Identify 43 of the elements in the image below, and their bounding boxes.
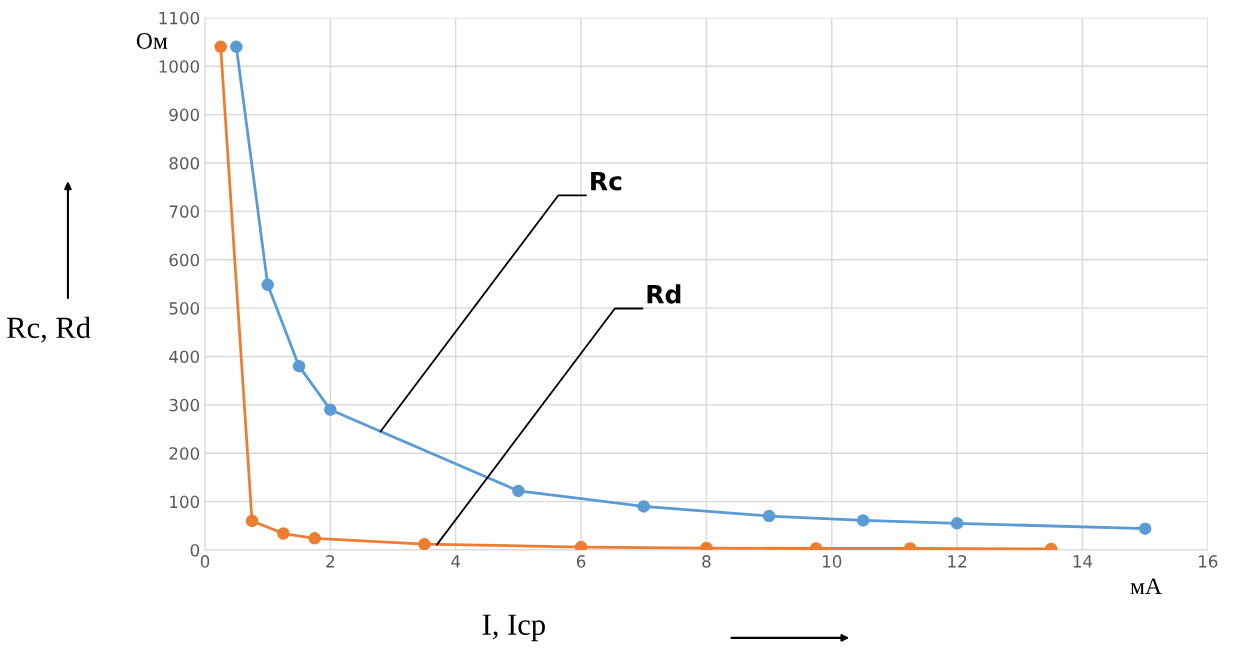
y-tick-label: 100	[170, 495, 200, 509]
x-tick-label: 14	[1073, 555, 1093, 568]
point	[308, 532, 321, 545]
x-tick-label: 0	[200, 555, 210, 568]
point	[277, 527, 290, 540]
y-tick-label: 300	[169, 398, 200, 412]
y-tick-label: 600	[169, 253, 200, 267]
point	[1138, 522, 1152, 535]
y-tick-label: 1000	[159, 60, 200, 73]
point	[230, 40, 243, 54]
point	[418, 537, 431, 550]
x-tick-label: 16	[1199, 555, 1218, 568]
point	[950, 517, 964, 530]
y-tick-label: 700	[169, 205, 200, 218]
point	[574, 540, 588, 550]
x-tick-label: 2	[326, 555, 334, 568]
y-tick-label: 1100	[159, 11, 200, 25]
point	[637, 500, 650, 513]
y-tick-label: 200	[169, 447, 200, 460]
point	[245, 514, 259, 528]
annotation: Rd	[647, 284, 681, 304]
x-tick-label: 6	[576, 555, 586, 568]
y-tick-label: 400	[169, 350, 200, 364]
text: мА	[1130, 578, 1162, 594]
point	[214, 40, 227, 54]
y-tick-label: 500	[169, 302, 200, 315]
y-tick-label: 800	[169, 156, 200, 170]
x-tick-label: 8	[702, 555, 711, 568]
x-tick-label: 10	[823, 555, 842, 568]
x-tick-label: 4	[451, 555, 461, 568]
y-axis-title: Rc, Rd	[7, 316, 91, 343]
point	[512, 484, 525, 498]
x-tick-label: 12	[948, 555, 967, 568]
point	[762, 509, 776, 523]
point	[292, 359, 306, 373]
y-tick-label: 900	[169, 108, 200, 122]
annotation: Rc	[591, 171, 622, 191]
point	[856, 514, 870, 527]
x-axis-title: I, Icp	[482, 614, 545, 642]
y-tick-label: 0	[190, 543, 200, 557]
point	[324, 403, 337, 416]
text: Ом	[136, 33, 168, 49]
point	[261, 278, 274, 292]
